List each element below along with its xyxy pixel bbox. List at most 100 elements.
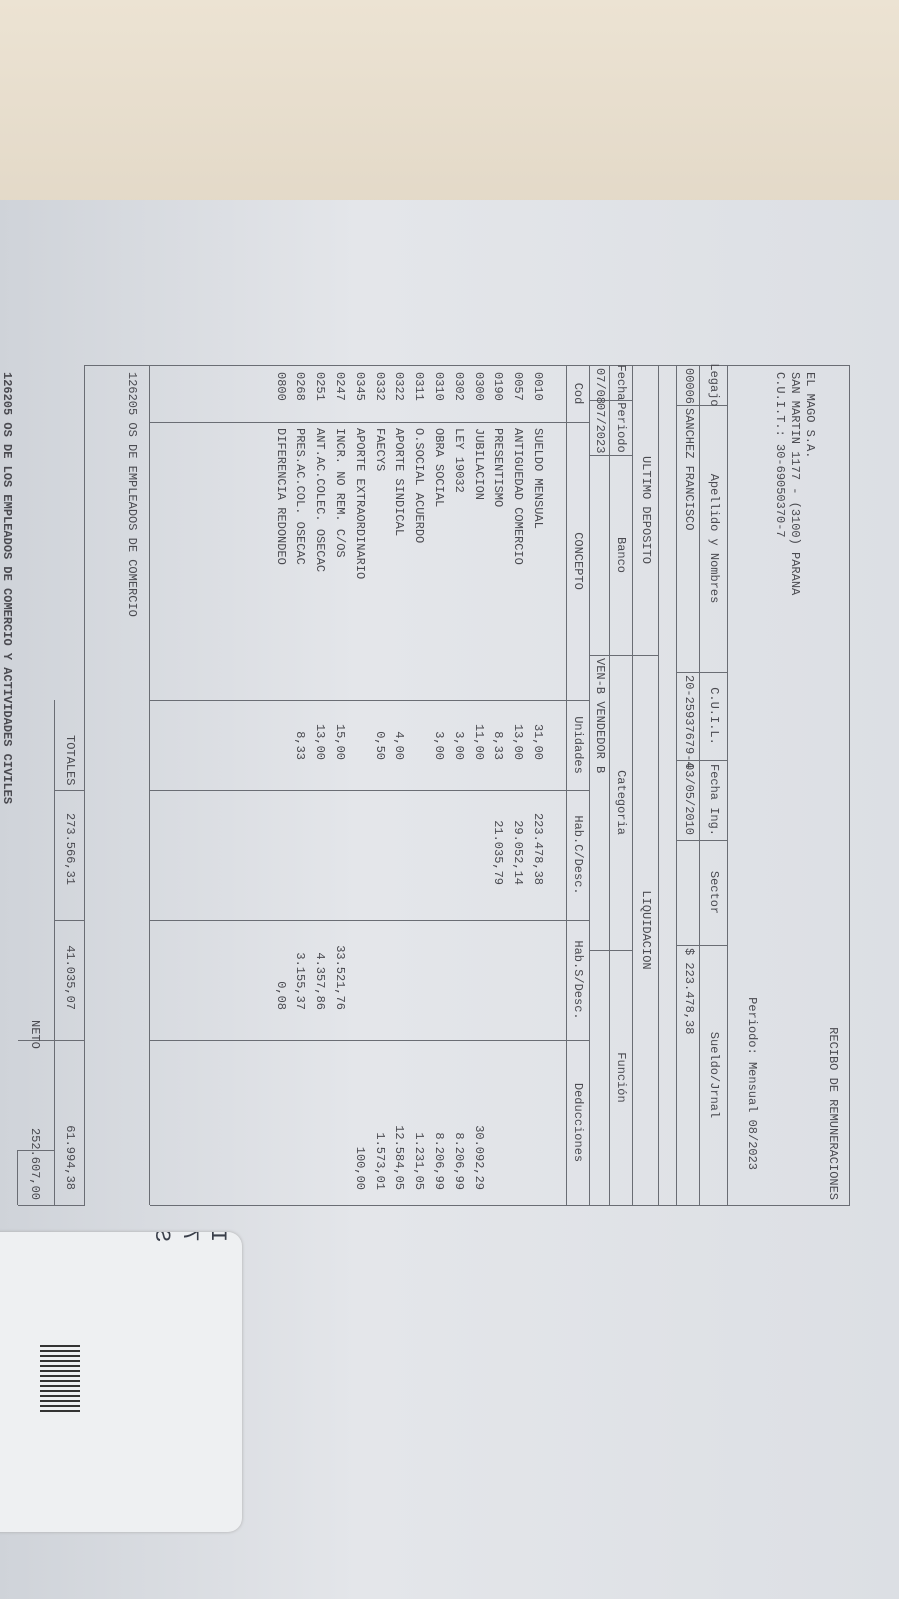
wall <box>0 0 899 210</box>
column-header: Fecha Ing. <box>707 763 721 837</box>
rule <box>150 700 590 701</box>
rule <box>84 365 85 1205</box>
cell: 3,00 <box>432 731 446 760</box>
column-header: Unidades <box>571 716 585 774</box>
rule <box>85 365 850 366</box>
cell: 1.573,01 <box>372 1132 387 1190</box>
rule <box>590 655 633 656</box>
column-header: CONCEPTO <box>571 532 585 590</box>
cell: 03/05/2010 <box>682 763 696 836</box>
bank-line: 126205 OS DE EMPLEADOS DE COMERCIO <box>125 372 139 617</box>
column-header: Cod <box>571 382 585 405</box>
total: 41.035,07 <box>63 945 77 1010</box>
cell: JUBILACION <box>471 428 486 501</box>
rule <box>727 365 728 1205</box>
rule <box>150 1040 590 1041</box>
cell: PRESENTISMO <box>491 428 506 508</box>
rule <box>677 1205 728 1206</box>
rule <box>590 455 633 456</box>
rule <box>150 920 590 921</box>
rule <box>589 365 590 1205</box>
column-header: Legajo <box>707 363 721 407</box>
mrz-line: SANCHEZ<<FRANC <box>149 1232 174 1242</box>
rule <box>150 1205 850 1206</box>
code: 0190 <box>491 372 506 401</box>
cell: 4,00 <box>392 731 407 760</box>
code: 0311 <box>412 372 427 401</box>
cell: 33.521,76 <box>333 945 347 1010</box>
column-header: Sector <box>707 870 721 915</box>
cell: 8.206,99 <box>451 1132 466 1190</box>
cell: LEY 19032 <box>451 428 466 493</box>
code: 0251 <box>313 372 328 401</box>
column-header: Hab.C/Desc. <box>571 815 585 895</box>
rule <box>699 365 700 1205</box>
address: SAN MARTIN 1177 - (3100) PARANA <box>788 372 802 596</box>
cell: 20-25937679-4 <box>682 675 696 769</box>
totals-label: TOTALES <box>63 735 77 786</box>
rule <box>150 422 590 423</box>
cell: 0,50 <box>372 731 387 760</box>
cell: APORTE EXTRAORDINARIO <box>352 428 367 580</box>
cell: VEN-B VENDEDOR B <box>593 658 607 774</box>
cell: 00006 <box>682 368 696 405</box>
cell: SANCHEZ FRANCISCO <box>682 408 696 531</box>
payslip: RECIBO DE REMUNERACIONES EL MAGO S.A. SAN … <box>0 360 855 1210</box>
cell: FAECYS <box>372 428 387 472</box>
code: 0268 <box>293 372 308 401</box>
rule <box>677 672 728 673</box>
code: 0310 <box>432 372 446 401</box>
cell: 15,00 <box>333 723 347 760</box>
cell: 11,00 <box>471 723 486 760</box>
code: 0345 <box>352 372 367 401</box>
cell: APORTE SINDICAL <box>392 428 407 537</box>
rule <box>658 365 659 1205</box>
rule <box>54 700 55 1205</box>
rule <box>566 365 567 1205</box>
section-title: LIQUIDACION <box>639 890 653 970</box>
cell: 8.206,99 <box>432 1132 446 1190</box>
cell: O.SOCIAL ACUERDO <box>412 428 427 544</box>
mrz-line: IDARG25937679< <box>205 1232 230 1242</box>
id-card: IDARG25937679<7710045M3204111SANCHEZ<<FR… <box>0 1232 242 1532</box>
rule <box>18 1205 85 1206</box>
cell: 07/08 <box>593 368 607 405</box>
cell: 8,33 <box>293 731 308 760</box>
cuit: C.U.I.T.: 30-69050370-7 <box>773 372 787 538</box>
code: 0247 <box>333 372 347 401</box>
column-header: Fecha <box>614 364 628 401</box>
rule <box>590 950 633 951</box>
code: 0332 <box>372 372 387 401</box>
total: 61.994,38 <box>63 1125 77 1190</box>
cell: 31,00 <box>531 723 545 760</box>
cell: 07/2023 <box>593 403 607 454</box>
rule <box>609 365 610 1205</box>
column-header: Deducciones <box>571 1082 585 1163</box>
cell: 3,00 <box>451 731 466 760</box>
code: 0322 <box>392 372 407 401</box>
rule <box>849 365 850 1205</box>
net-value: 252.607,00 <box>28 1127 42 1200</box>
column-header: C.U.I.L. <box>707 687 721 745</box>
barcode <box>40 1342 80 1412</box>
cell: OBRA SOCIAL <box>432 428 446 508</box>
column-header: Hab.S/Desc. <box>571 940 585 1020</box>
cell: 4.357,86 <box>313 952 328 1010</box>
column-header: Banco <box>614 536 628 574</box>
cell: DIFERENCIA REDONDEO <box>273 428 288 565</box>
column-header: Apellido y Nombres <box>707 473 721 604</box>
cell: $ 223.478,38 <box>682 948 696 1035</box>
rule <box>676 365 677 1205</box>
column-header: Periodo <box>614 402 628 453</box>
rule <box>17 1150 18 1205</box>
cell: 100,00 <box>352 1146 367 1190</box>
cell: 21.035,79 <box>491 820 506 885</box>
column-header: Sueldo/Jrnal <box>707 1031 721 1119</box>
cell: PRES.AC.COL. OSECAC <box>293 428 308 565</box>
cell: 0,08 <box>273 981 288 1010</box>
column-header: Categoria <box>614 770 628 835</box>
cell: 3.155,37 <box>293 952 308 1010</box>
rule <box>677 840 728 841</box>
doc-title: RECIBO DE REMUNERACIONES <box>826 1027 840 1200</box>
